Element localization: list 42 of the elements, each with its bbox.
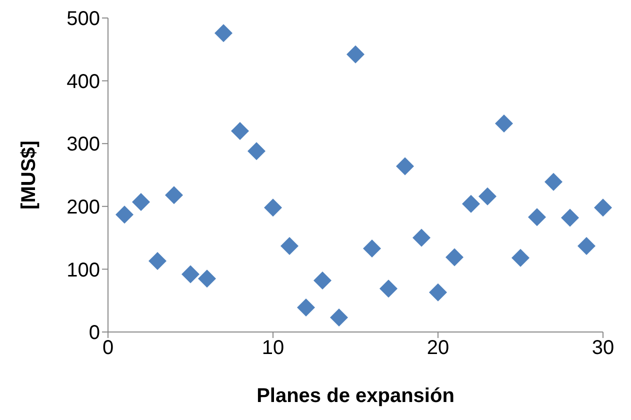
- point: [380, 280, 398, 298]
- point: [231, 122, 249, 140]
- point: [544, 172, 562, 191]
- y-tick-label: 500: [66, 8, 100, 30]
- point: [116, 206, 134, 224]
- y-axis-title: [MUS$]: [18, 140, 40, 210]
- point: [578, 236, 596, 255]
- point: [594, 198, 612, 217]
- point: [346, 45, 364, 64]
- point: [148, 252, 166, 270]
- x-tick-label: 10: [262, 337, 284, 360]
- point: [528, 208, 546, 226]
- point: [198, 270, 216, 288]
- point: [561, 208, 579, 227]
- x-tick-label: 30: [592, 337, 614, 360]
- point: [264, 198, 282, 217]
- point: [280, 236, 298, 255]
- point: [165, 186, 183, 204]
- point: [132, 193, 150, 212]
- point: [495, 114, 513, 133]
- y-tick-label: 200: [66, 196, 100, 218]
- point: [330, 308, 348, 327]
- point: [412, 228, 430, 247]
- x-axis-title: Planes de expansión: [256, 385, 454, 407]
- y-tick-label: 400: [66, 70, 100, 93]
- x-tick-label: 0: [102, 337, 114, 360]
- point: [363, 239, 381, 258]
- y-tick-label: 0: [88, 322, 100, 344]
- point: [462, 194, 480, 213]
- point: [214, 24, 232, 42]
- point: [396, 157, 414, 176]
- point: [446, 248, 464, 266]
- point: [512, 248, 530, 267]
- point: [478, 187, 496, 206]
- x-tick-label: 20: [426, 337, 450, 360]
- point: [297, 298, 315, 317]
- point: [429, 283, 447, 302]
- y-tick-label: 300: [66, 134, 100, 156]
- point: [314, 272, 332, 290]
- y-tick-label: 100: [66, 259, 100, 282]
- point: [248, 142, 266, 160]
- point: [182, 265, 200, 284]
